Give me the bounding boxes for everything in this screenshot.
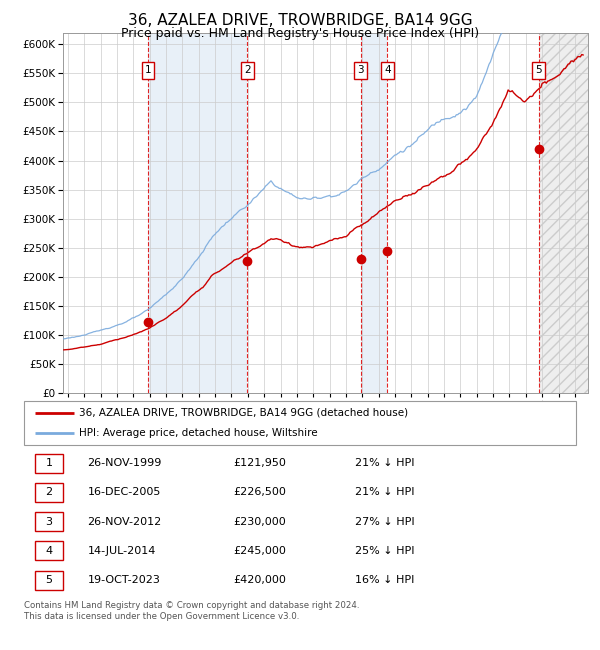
Bar xyxy=(361,32,388,393)
Text: 36, AZALEA DRIVE, TROWBRIDGE, BA14 9GG: 36, AZALEA DRIVE, TROWBRIDGE, BA14 9GG xyxy=(128,13,472,29)
Text: 19-OCT-2023: 19-OCT-2023 xyxy=(88,575,160,585)
Text: 16% ↓ HPI: 16% ↓ HPI xyxy=(355,575,415,585)
Text: 4: 4 xyxy=(384,66,391,75)
Text: 21% ↓ HPI: 21% ↓ HPI xyxy=(355,458,415,468)
FancyBboxPatch shape xyxy=(35,571,62,590)
Text: 26-NOV-1999: 26-NOV-1999 xyxy=(88,458,162,468)
Text: 1: 1 xyxy=(46,458,52,468)
Text: 36, AZALEA DRIVE, TROWBRIDGE, BA14 9GG (detached house): 36, AZALEA DRIVE, TROWBRIDGE, BA14 9GG (… xyxy=(79,408,409,418)
Text: £226,500: £226,500 xyxy=(234,488,287,497)
Text: 16-DEC-2005: 16-DEC-2005 xyxy=(88,488,161,497)
Text: 5: 5 xyxy=(536,66,542,75)
Bar xyxy=(148,32,247,393)
Text: 5: 5 xyxy=(46,575,52,585)
FancyBboxPatch shape xyxy=(24,401,576,445)
Text: 26-NOV-2012: 26-NOV-2012 xyxy=(88,517,162,526)
Text: HPI: Average price, detached house, Wiltshire: HPI: Average price, detached house, Wilt… xyxy=(79,428,318,438)
Text: 21% ↓ HPI: 21% ↓ HPI xyxy=(355,488,415,497)
Text: 27% ↓ HPI: 27% ↓ HPI xyxy=(355,517,415,526)
Text: 1: 1 xyxy=(145,66,151,75)
FancyBboxPatch shape xyxy=(35,541,62,560)
FancyBboxPatch shape xyxy=(35,454,62,473)
Text: 4: 4 xyxy=(45,546,52,556)
Bar xyxy=(539,32,588,393)
Text: £245,000: £245,000 xyxy=(234,546,287,556)
FancyBboxPatch shape xyxy=(35,512,62,531)
Text: 25% ↓ HPI: 25% ↓ HPI xyxy=(355,546,415,556)
Text: 14-JUL-2014: 14-JUL-2014 xyxy=(88,546,156,556)
Text: 3: 3 xyxy=(358,66,364,75)
Text: 3: 3 xyxy=(46,517,52,526)
FancyBboxPatch shape xyxy=(35,483,62,502)
Text: £420,000: £420,000 xyxy=(234,575,287,585)
Text: £121,950: £121,950 xyxy=(234,458,287,468)
Text: 2: 2 xyxy=(244,66,250,75)
Text: Price paid vs. HM Land Registry's House Price Index (HPI): Price paid vs. HM Land Registry's House … xyxy=(121,27,479,40)
Text: £230,000: £230,000 xyxy=(234,517,287,526)
Text: Contains HM Land Registry data © Crown copyright and database right 2024.
This d: Contains HM Land Registry data © Crown c… xyxy=(24,601,359,621)
Text: 2: 2 xyxy=(45,488,52,497)
